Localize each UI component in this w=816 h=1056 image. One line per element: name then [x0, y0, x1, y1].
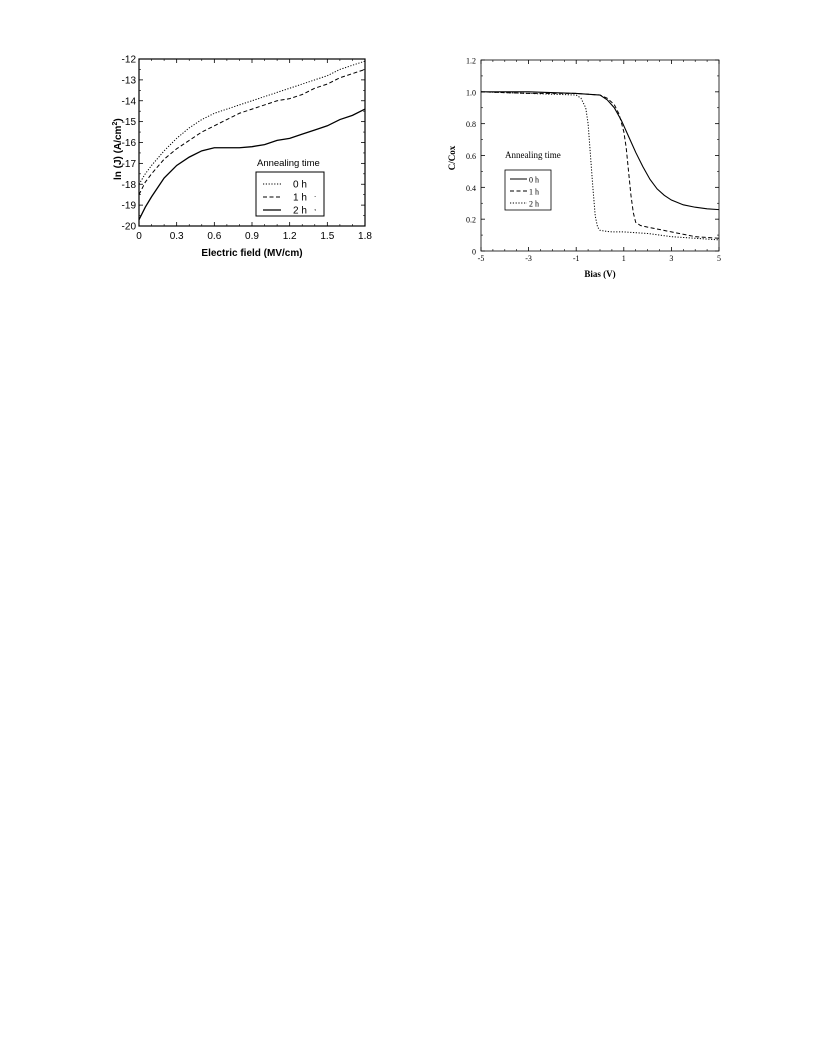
- y-tick-label: 1.2: [466, 57, 476, 66]
- series-line-1h: [480, 91, 720, 239]
- series-line-0h: [481, 91, 720, 211]
- series-line-2h: [480, 91, 720, 241]
- y-tick-label: -19: [122, 201, 137, 212]
- x-axis-label: Electric field (MV/cm): [201, 248, 302, 259]
- y-tick-label: -20: [122, 222, 137, 233]
- x-tick-label: 1: [622, 254, 626, 263]
- y-tick-label: -17: [122, 159, 137, 170]
- y-tick-label: 0.6: [466, 152, 476, 161]
- x-tick-label: 1.8: [358, 231, 372, 242]
- legend-label: 0 h: [293, 179, 307, 190]
- x-tick-label: 0: [136, 231, 142, 242]
- x-axis-label: Bias (V): [584, 269, 615, 279]
- y-tick-label: -18: [122, 180, 137, 191]
- x-tick-label: 1.5: [320, 231, 334, 242]
- legend-mark: .: [314, 190, 316, 199]
- y-axis-label: C/Cox: [447, 145, 457, 170]
- y-axis-label: ln (J) (A/cm2): [112, 118, 124, 180]
- y-tick-label: -13: [122, 75, 137, 86]
- y-tick-label: 1.0: [466, 88, 476, 97]
- series-line-2h: [138, 108, 366, 221]
- y-tick-label: -14: [122, 96, 137, 107]
- x-tick-label: -5: [478, 254, 485, 263]
- legend-box: [504, 169, 552, 211]
- x-tick-label: -1: [573, 254, 580, 263]
- legend-label: 0 h: [529, 175, 539, 184]
- y-tick-label: -12: [122, 55, 137, 66]
- y-tick-label: 0.8: [466, 120, 476, 129]
- legend-mark: ,: [314, 203, 316, 212]
- legend-label: 2 h: [293, 205, 307, 216]
- legend-label: 1 h: [293, 192, 307, 203]
- y-tick-label: 0.4: [466, 184, 476, 193]
- y-tick-label: -15: [122, 117, 137, 128]
- x-tick-label: 0.3: [170, 231, 184, 242]
- y-tick-label: 0: [472, 248, 476, 257]
- legend-label: 1 h: [529, 187, 539, 196]
- x-tick-label: 0.6: [207, 231, 221, 242]
- x-tick-label: 0.9: [245, 231, 259, 242]
- legend-label: 2 h: [529, 199, 539, 208]
- x-tick-label: 1.2: [283, 231, 297, 242]
- legend-title: Annealing time: [505, 150, 561, 160]
- x-tick-label: 3: [669, 254, 673, 263]
- series-line-0h: [138, 60, 366, 185]
- x-tick-label: -3: [525, 254, 532, 263]
- series-line-1h: [138, 68, 366, 195]
- x-tick-label: 5: [717, 254, 721, 263]
- legend-box: [255, 171, 325, 217]
- legend-title: Annealing time: [257, 158, 320, 169]
- y-tick-label: 0.2: [466, 216, 476, 225]
- y-tick-label: -16: [122, 138, 137, 149]
